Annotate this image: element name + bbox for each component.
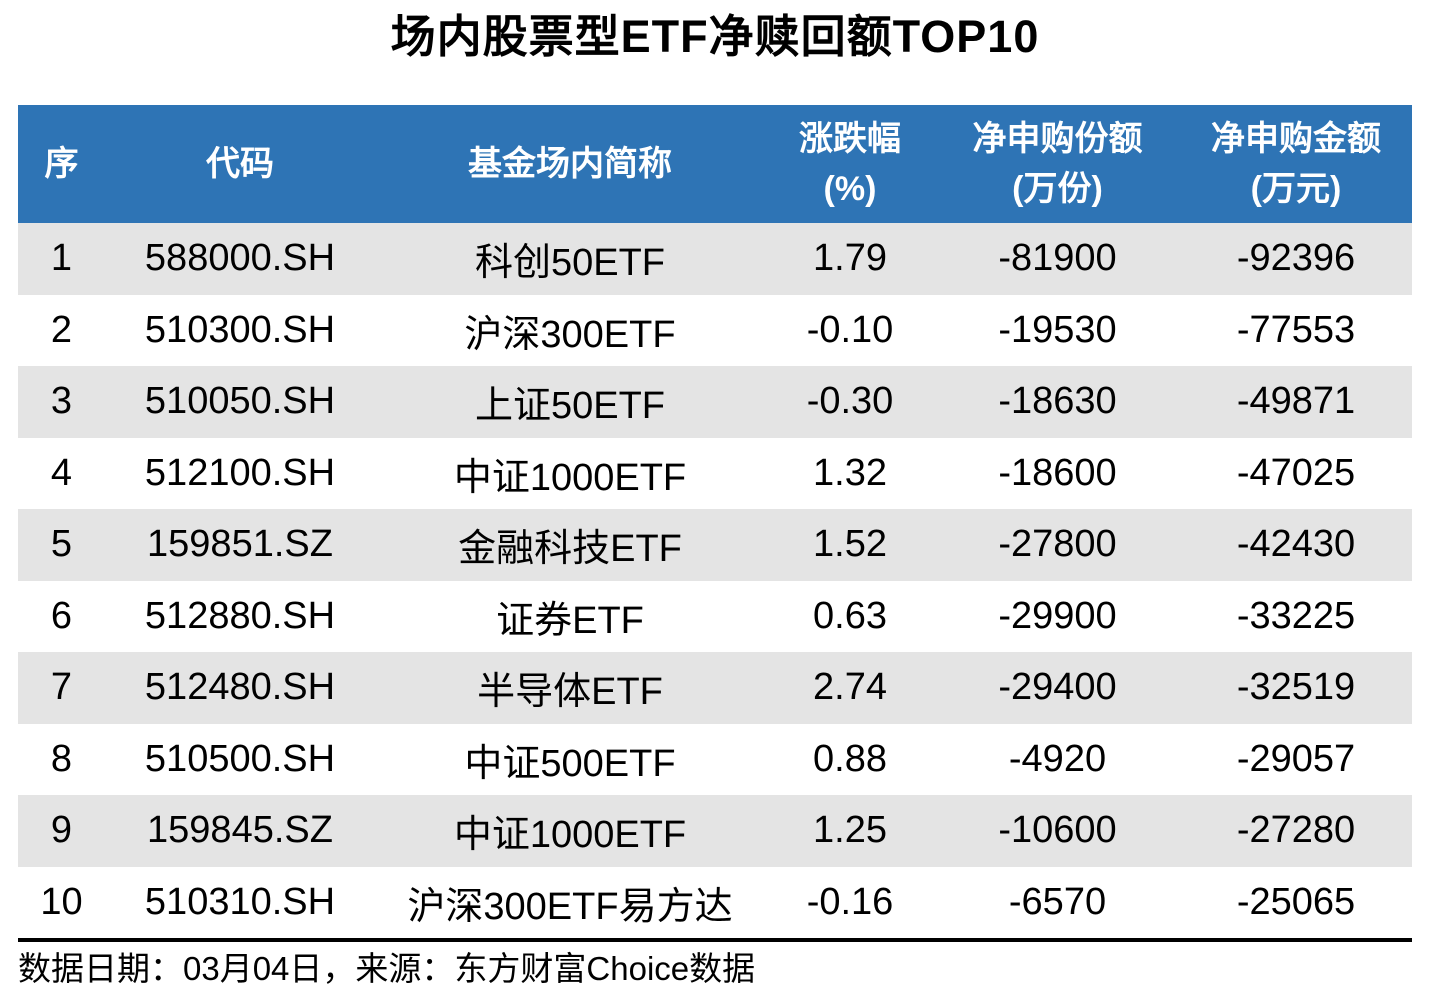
cell-net-shares: -19530 bbox=[935, 294, 1180, 366]
cell-seq: 3 bbox=[18, 366, 105, 438]
cell-fund-name: 沪深300ETF bbox=[375, 294, 765, 366]
cell-code: 159851.SZ bbox=[105, 509, 375, 581]
cell-seq: 7 bbox=[18, 652, 105, 724]
cell-fund-name: 中证1000ETF bbox=[375, 437, 765, 509]
cell-code: 588000.SH bbox=[105, 223, 375, 295]
table-row: 1 588000.SH 科创50ETF 1.79 -81900 -92396 bbox=[18, 223, 1412, 295]
col-header-unit: (万元) bbox=[1250, 170, 1342, 208]
table-row: 3 510050.SH 上证50ETF -0.30 -18630 -49871 bbox=[18, 366, 1412, 438]
cell-code: 510050.SH bbox=[105, 366, 375, 438]
col-header-change-pct: 涨跌幅 (%) bbox=[765, 105, 935, 223]
cell-net-amount: -92396 bbox=[1180, 223, 1412, 295]
col-header-fund-name: 基金场内简称 bbox=[375, 105, 765, 223]
cell-change-pct: 0.88 bbox=[765, 723, 935, 795]
table-row: 7 512480.SH 半导体ETF 2.74 -29400 -32519 bbox=[18, 652, 1412, 724]
cell-change-pct: 1.25 bbox=[765, 795, 935, 867]
cell-net-shares: -18630 bbox=[935, 366, 1180, 438]
cell-net-shares: -29900 bbox=[935, 580, 1180, 652]
cell-net-shares: -10600 bbox=[935, 795, 1180, 867]
cell-seq: 10 bbox=[18, 866, 105, 938]
cell-net-amount: -42430 bbox=[1180, 509, 1412, 581]
cell-seq: 9 bbox=[18, 795, 105, 867]
footer-note: 数据日期：03月04日，来源：东方财富Choice数据 bbox=[18, 938, 1412, 990]
table-row: 4 512100.SH 中证1000ETF 1.32 -18600 -47025 bbox=[18, 437, 1412, 509]
cell-seq: 1 bbox=[18, 223, 105, 295]
col-header-label: 净申购金额 bbox=[1211, 120, 1381, 158]
cell-seq: 5 bbox=[18, 509, 105, 581]
cell-net-amount: -77553 bbox=[1180, 294, 1412, 366]
table-body: 1 588000.SH 科创50ETF 1.79 -81900 -92396 2 510300… bbox=[18, 223, 1412, 938]
cell-seq: 4 bbox=[18, 437, 105, 509]
cell-fund-name: 科创50ETF bbox=[375, 223, 765, 295]
col-header-label: 基金场内简称 bbox=[468, 145, 672, 183]
cell-net-amount: -25065 bbox=[1180, 866, 1412, 938]
cell-code: 512480.SH bbox=[105, 652, 375, 724]
cell-change-pct: 1.79 bbox=[765, 223, 935, 295]
col-header-seq: 序 bbox=[18, 105, 105, 223]
table-row: 5 159851.SZ 金融科技ETF 1.52 -27800 -42430 bbox=[18, 509, 1412, 581]
cell-change-pct: 0.63 bbox=[765, 580, 935, 652]
cell-seq: 2 bbox=[18, 294, 105, 366]
cell-fund-name: 上证50ETF bbox=[375, 366, 765, 438]
cell-change-pct: -0.16 bbox=[765, 866, 935, 938]
cell-net-shares: -6570 bbox=[935, 866, 1180, 938]
col-header-unit: (%) bbox=[823, 170, 877, 208]
etf-table: 序 代码 基金场内简称 涨跌幅 (%) 净申购份额 (万份) bbox=[18, 105, 1412, 938]
cell-change-pct: -0.10 bbox=[765, 294, 935, 366]
cell-change-pct: 2.74 bbox=[765, 652, 935, 724]
table-header: 序 代码 基金场内简称 涨跌幅 (%) 净申购份额 (万份) bbox=[18, 105, 1412, 223]
cell-net-shares: -4920 bbox=[935, 723, 1180, 795]
cell-net-shares: -81900 bbox=[935, 223, 1180, 295]
cell-net-shares: -27800 bbox=[935, 509, 1180, 581]
cell-fund-name: 沪深300ETF易方达 bbox=[375, 866, 765, 938]
col-header-code: 代码 bbox=[105, 105, 375, 223]
cell-code: 512100.SH bbox=[105, 437, 375, 509]
cell-change-pct: 1.52 bbox=[765, 509, 935, 581]
header-row: 序 代码 基金场内简称 涨跌幅 (%) 净申购份额 (万份) bbox=[18, 105, 1412, 223]
col-header-label: 涨跌幅 bbox=[799, 120, 901, 158]
cell-fund-name: 半导体ETF bbox=[375, 652, 765, 724]
col-header-unit: (万份) bbox=[1012, 170, 1103, 208]
cell-net-amount: -47025 bbox=[1180, 437, 1412, 509]
cell-code: 159845.SZ bbox=[105, 795, 375, 867]
cell-change-pct: -0.30 bbox=[765, 366, 935, 438]
cell-change-pct: 1.32 bbox=[765, 437, 935, 509]
col-header-net-shares: 净申购份额 (万份) bbox=[935, 105, 1180, 223]
table-row: 2 510300.SH 沪深300ETF -0.10 -19530 -77553 bbox=[18, 294, 1412, 366]
col-header-net-amount: 净申购金额 (万元) bbox=[1180, 105, 1412, 223]
cell-net-amount: -29057 bbox=[1180, 723, 1412, 795]
cell-seq: 6 bbox=[18, 580, 105, 652]
cell-seq: 8 bbox=[18, 723, 105, 795]
cell-net-amount: -32519 bbox=[1180, 652, 1412, 724]
col-header-label: 序 bbox=[44, 145, 79, 183]
table-row: 6 512880.SH 证券ETF 0.63 -29900 -33225 bbox=[18, 580, 1412, 652]
cell-fund-name: 金融科技ETF bbox=[375, 509, 765, 581]
page-title: 场内股票型ETF净赎回额TOP10 bbox=[390, 11, 1040, 62]
cell-fund-name: 中证500ETF bbox=[375, 723, 765, 795]
col-header-label: 代码 bbox=[206, 145, 274, 183]
cell-code: 510300.SH bbox=[105, 294, 375, 366]
table-row: 10 510310.SH 沪深300ETF易方达 -0.16 -6570 -25065 bbox=[18, 866, 1412, 938]
table-row: 8 510500.SH 中证500ETF 0.88 -4920 -29057 bbox=[18, 723, 1412, 795]
cell-code: 510500.SH bbox=[105, 723, 375, 795]
col-header-label: 净申购份额 bbox=[972, 120, 1143, 158]
cell-net-shares: -29400 bbox=[935, 652, 1180, 724]
cell-net-amount: -49871 bbox=[1180, 366, 1412, 438]
cell-fund-name: 中证1000ETF bbox=[375, 795, 765, 867]
table-row: 9 159845.SZ 中证1000ETF 1.25 -10600 -27280 bbox=[18, 795, 1412, 867]
cell-net-amount: -33225 bbox=[1180, 580, 1412, 652]
cell-net-shares: -18600 bbox=[935, 437, 1180, 509]
cell-fund-name: 证券ETF bbox=[375, 580, 765, 652]
cell-code: 512880.SH bbox=[105, 580, 375, 652]
cell-net-amount: -27280 bbox=[1180, 795, 1412, 867]
cell-code: 510310.SH bbox=[105, 866, 375, 938]
